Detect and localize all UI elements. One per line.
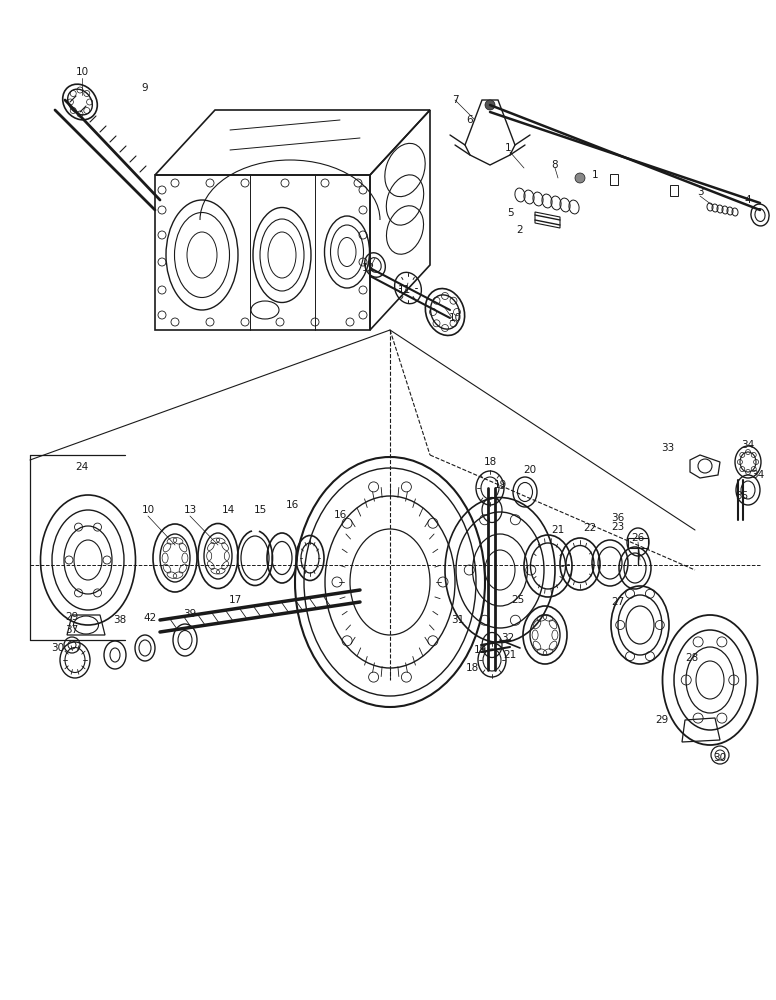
Text: 8: 8: [552, 160, 558, 170]
Text: 10: 10: [141, 505, 154, 515]
Text: 16: 16: [334, 510, 347, 520]
Text: 42: 42: [144, 613, 157, 623]
Text: 24: 24: [75, 462, 88, 472]
Text: 34: 34: [741, 440, 754, 450]
Text: 26: 26: [632, 533, 645, 543]
Circle shape: [485, 100, 495, 110]
Text: 1: 1: [591, 170, 598, 180]
Text: 19: 19: [473, 645, 487, 655]
Text: 20: 20: [524, 465, 536, 475]
Text: 12: 12: [362, 263, 375, 273]
Text: 9: 9: [142, 83, 148, 93]
Text: 28: 28: [685, 653, 698, 663]
Text: 27: 27: [611, 597, 625, 607]
Text: 30: 30: [713, 753, 726, 763]
Text: 10: 10: [449, 313, 462, 323]
Text: 18: 18: [466, 663, 479, 673]
Text: 4: 4: [745, 195, 751, 205]
Text: 22: 22: [584, 523, 597, 533]
Text: 37: 37: [65, 625, 78, 635]
Text: 34: 34: [751, 470, 764, 480]
Text: 3: 3: [697, 187, 703, 197]
Text: 11: 11: [397, 285, 411, 295]
Text: 2: 2: [517, 225, 523, 235]
Text: 1: 1: [504, 143, 511, 153]
Text: 6: 6: [466, 115, 473, 125]
Text: 33: 33: [661, 443, 674, 453]
Text: 29: 29: [656, 715, 669, 725]
Text: 7: 7: [452, 95, 459, 105]
Text: 30: 30: [51, 643, 64, 653]
Text: 25: 25: [511, 595, 525, 605]
Text: 10: 10: [75, 67, 88, 77]
Text: 19: 19: [494, 480, 507, 490]
Text: 29: 29: [65, 612, 78, 622]
Circle shape: [575, 173, 585, 183]
Text: 14: 14: [221, 505, 234, 515]
Text: 16: 16: [286, 500, 299, 510]
Text: 23: 23: [611, 522, 625, 532]
Text: 13: 13: [183, 505, 196, 515]
Text: 38: 38: [113, 615, 126, 625]
Text: 21: 21: [552, 525, 565, 535]
Text: 15: 15: [254, 505, 267, 515]
Text: 18: 18: [483, 457, 497, 467]
Text: 39: 39: [183, 609, 196, 619]
Text: 5: 5: [507, 208, 513, 218]
Text: 32: 32: [501, 633, 514, 643]
Text: 31: 31: [452, 615, 465, 625]
Text: 35: 35: [736, 491, 749, 501]
Text: 21: 21: [504, 650, 517, 660]
Text: 36: 36: [611, 513, 625, 523]
Text: 17: 17: [228, 595, 241, 605]
